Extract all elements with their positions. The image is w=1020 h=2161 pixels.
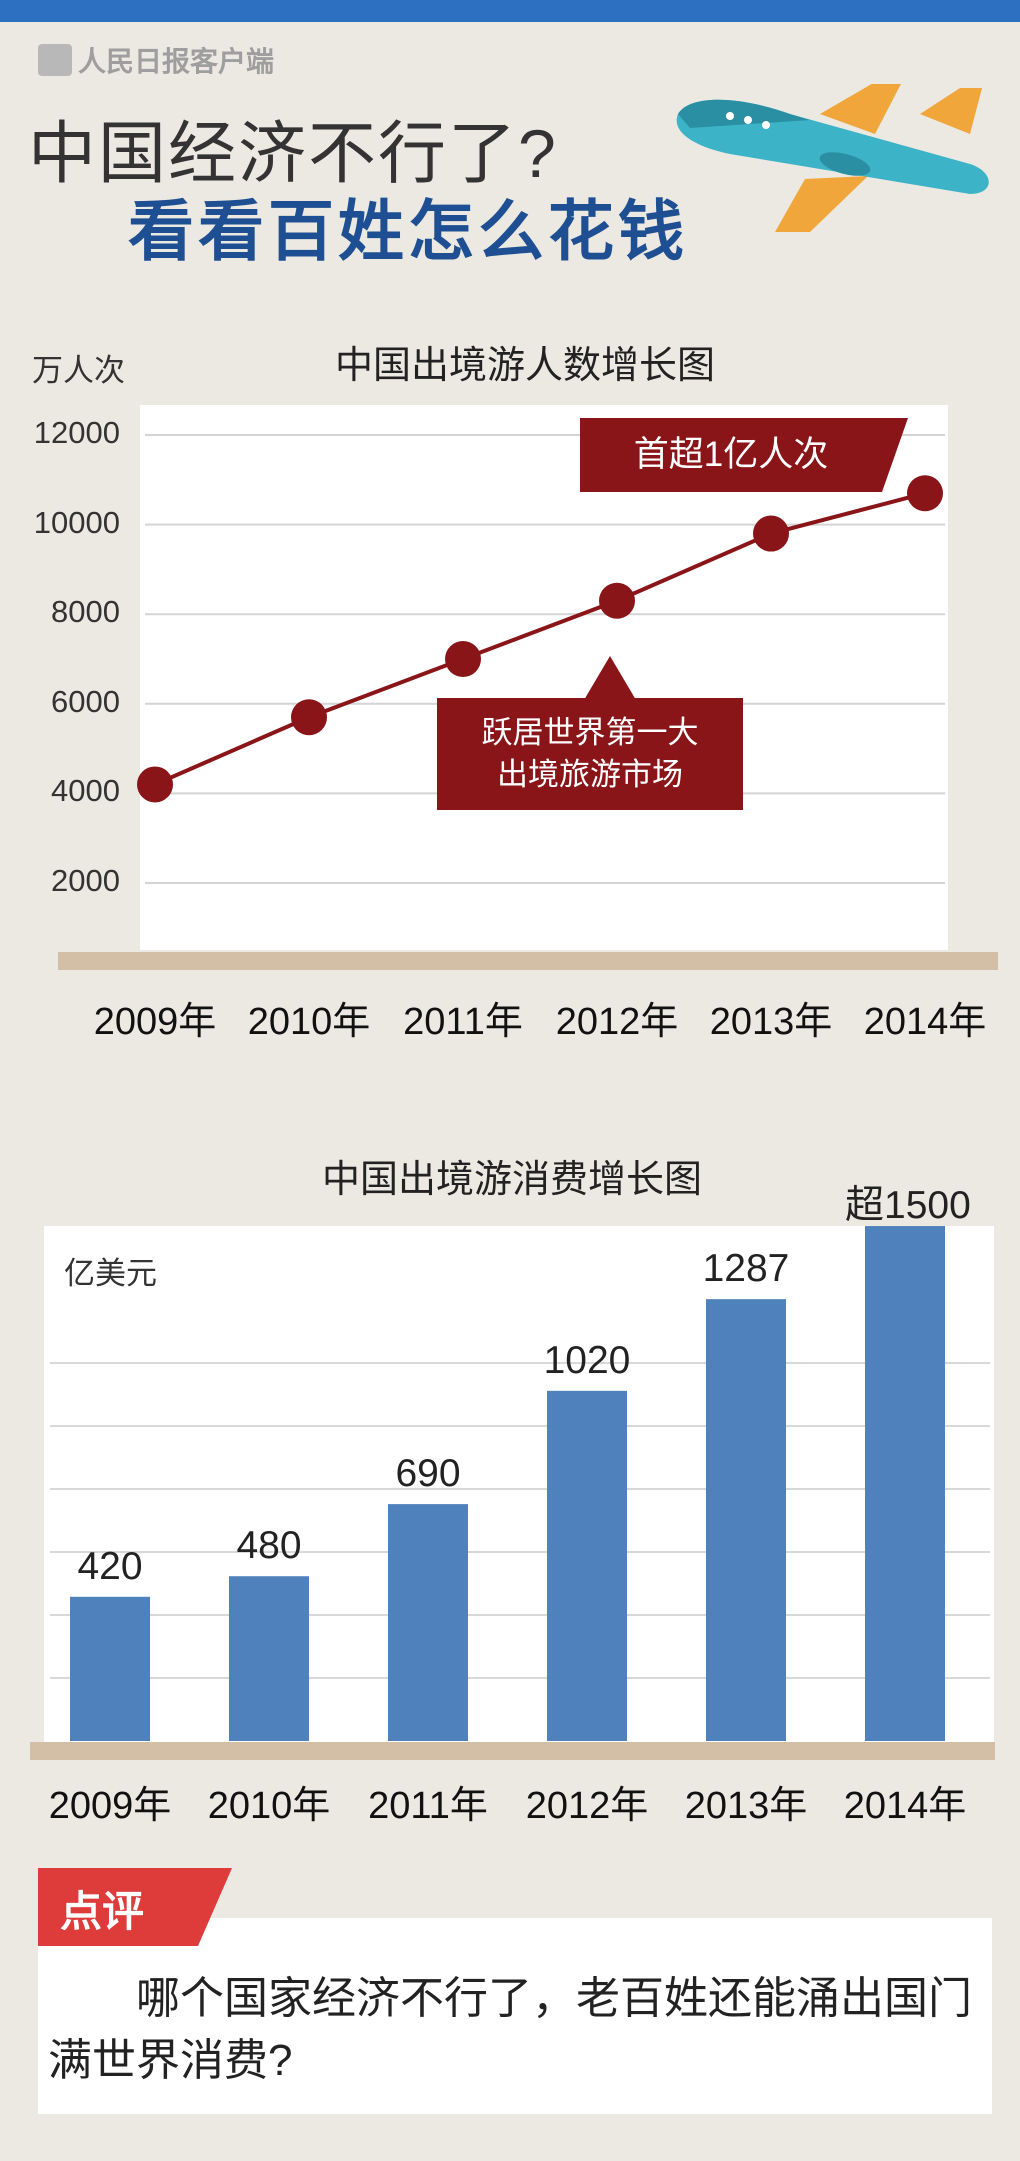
line-x-tick: 2010年	[247, 1001, 371, 1043]
line-x-tick: 2013年	[709, 1001, 833, 1043]
bar-2010年	[229, 1576, 309, 1741]
bar-x-tick: 2012年	[525, 1785, 649, 1827]
line-point	[445, 641, 481, 677]
headline-subtitle: 看看百姓怎么花钱	[128, 194, 688, 268]
bar-chart-panel	[44, 1226, 994, 1742]
line-y-tick: 2000	[51, 863, 120, 898]
review-tag-label: 点评	[60, 1888, 145, 1935]
line-x-tick: 2014年	[863, 1001, 987, 1043]
brand-logo: 人民日报客户端	[38, 40, 274, 80]
line-y-tick: 10000	[33, 504, 120, 540]
line-point	[753, 515, 789, 552]
line-point	[291, 699, 327, 736]
line-x-tick: 2012年	[555, 1001, 679, 1043]
bar-2012年	[547, 1390, 627, 1741]
bar-2011年	[388, 1504, 468, 1741]
bar-value-label: 690	[395, 1452, 461, 1496]
callout-first-100m: 首超1亿人次	[580, 418, 908, 492]
line-point	[137, 766, 173, 803]
line-y-tick: 6000	[51, 683, 120, 719]
bar-x-tick: 2010年	[207, 1785, 331, 1827]
line-x-tick: 2011年	[403, 1001, 523, 1043]
bar-chart	[50, 1226, 990, 1741]
line-series	[154, 491, 926, 787]
bar-2009年	[70, 1596, 150, 1741]
line-chart-baseline	[58, 952, 998, 970]
callout-pointer	[584, 656, 636, 700]
bar-value-label: 420	[77, 1544, 143, 1588]
top-bar	[0, 0, 1020, 22]
bar-value-label: 1287	[702, 1247, 790, 1291]
bar-x-tick: 2011年	[368, 1785, 488, 1827]
bar-chart-baseline	[30, 1742, 995, 1760]
bar-chart-title: 中国出境游消费增长图	[322, 1159, 703, 1201]
line-chart-title: 中国出境游人数增长图	[335, 345, 716, 387]
line-y-tick: 12000	[33, 415, 120, 450]
line-point	[907, 475, 943, 512]
bar-value-label: 1020	[543, 1338, 631, 1382]
line-y-tick: 8000	[51, 594, 120, 630]
line-point	[599, 582, 635, 619]
callout-line-2: 出境旅游市场	[497, 757, 683, 792]
bar-2014年	[865, 1226, 945, 1741]
line-chart-panel	[140, 405, 948, 950]
callout-line-1: 跃居世界第一大	[481, 715, 699, 750]
bar-value-label: 480	[236, 1524, 302, 1568]
bar-x-tick: 2009年	[48, 1785, 172, 1827]
logo-mark-icon	[38, 44, 72, 76]
line-chart	[137, 434, 945, 884]
callout-world-first: 跃居世界第一大 出境旅游市场	[437, 698, 743, 810]
logo-text: 人民日报客户端	[78, 46, 275, 77]
review-text: 哪个国家经济不行了，老百姓还能涌出国门满世界消费?	[48, 1974, 972, 2085]
bar-chart-unit: 亿美元	[64, 1256, 157, 1291]
airplane-icon	[676, 84, 989, 232]
headline-question: 中国经济不行了?	[28, 116, 558, 192]
review-tag: 点评	[38, 1868, 232, 1946]
line-y-tick: 4000	[51, 773, 120, 809]
bar-value-label: 超1500	[845, 1184, 971, 1228]
line-chart-unit: 万人次	[32, 353, 125, 388]
review-box: 哪个国家经济不行了，老百姓还能涌出国门满世界消费?	[38, 1918, 992, 2114]
bar-x-tick: 2014年	[843, 1785, 967, 1827]
line-x-tick: 2009年	[93, 1001, 217, 1043]
bar-2013年	[706, 1299, 786, 1741]
bar-x-tick: 2013年	[684, 1785, 808, 1827]
